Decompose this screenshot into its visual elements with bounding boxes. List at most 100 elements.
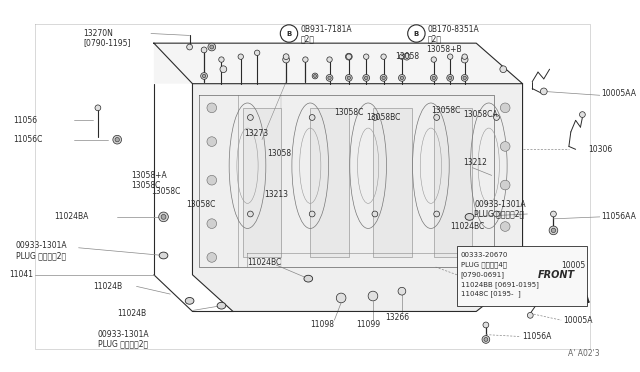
Circle shape [430,74,437,81]
Text: 10005: 10005 [561,261,586,270]
Polygon shape [154,43,522,84]
Text: 11024B: 11024B [93,282,122,291]
Text: 11024BC: 11024BC [450,222,484,231]
Text: 00933-1301A: 00933-1301A [16,241,67,250]
Text: 13058+A: 13058+A [132,171,168,180]
Circle shape [380,74,387,81]
Circle shape [187,44,193,50]
Text: 11098: 11098 [310,321,334,330]
Circle shape [283,56,289,63]
Text: 13273: 13273 [244,129,269,138]
Bar [373,108,412,257]
Text: A' A02'3: A' A02'3 [568,349,600,359]
Circle shape [327,57,332,62]
Circle shape [115,138,120,142]
Text: 11048C [0195-  ]: 11048C [0195- ] [461,291,520,298]
Text: 13058BC: 13058BC [366,113,401,122]
Ellipse shape [465,214,474,220]
Circle shape [399,74,405,81]
Circle shape [434,115,440,121]
Circle shape [549,226,558,235]
Circle shape [207,137,216,147]
Circle shape [482,336,490,343]
Text: 11056A: 11056A [522,332,552,341]
Polygon shape [154,84,522,311]
Text: [0790-1195]: [0790-1195] [83,38,131,47]
Circle shape [462,54,467,60]
Bar [310,108,349,257]
Circle shape [346,54,351,60]
Text: PLUG プラグ（2）: PLUG プラグ（2） [474,209,524,218]
Text: 0B931-7181A: 0B931-7181A [301,25,352,34]
Circle shape [461,56,468,63]
Circle shape [314,74,317,77]
Circle shape [210,45,214,49]
Text: 13058: 13058 [267,149,291,158]
Circle shape [500,180,510,190]
Text: 10306: 10306 [588,145,612,154]
Text: 00933-1301A: 00933-1301A [474,200,526,209]
Text: [0790-0691]: [0790-0691] [461,272,505,278]
Text: 13058C: 13058C [151,187,180,196]
Text: 11024BC: 11024BC [248,258,282,267]
Circle shape [484,337,488,341]
Bar [457,246,588,306]
Text: 00933-1301A: 00933-1301A [98,330,150,339]
Text: （2）: （2） [428,35,442,44]
Circle shape [159,212,168,222]
Circle shape [364,54,369,60]
Circle shape [431,57,436,62]
Circle shape [500,257,510,267]
Text: PLUG プラグ（4）: PLUG プラグ（4） [461,262,507,269]
Text: 11024BB [0691-0195]: 11024BB [0691-0195] [461,281,539,288]
Circle shape [493,115,499,121]
Circle shape [363,74,369,81]
Text: 10005A: 10005A [563,316,593,325]
Circle shape [365,76,368,80]
Circle shape [207,253,216,262]
Text: 13058C: 13058C [334,108,364,117]
Text: 11041: 11041 [9,270,33,279]
Circle shape [207,219,216,228]
Circle shape [207,175,216,185]
Circle shape [551,228,556,232]
Circle shape [303,57,308,62]
Circle shape [483,322,489,328]
Circle shape [202,74,205,78]
Bar [434,108,472,257]
Circle shape [336,293,346,303]
Circle shape [381,54,387,60]
Circle shape [238,54,243,60]
Circle shape [219,57,224,62]
Text: B: B [286,31,292,36]
Text: 13266: 13266 [385,313,410,322]
Text: 11056AA: 11056AA [602,212,637,221]
Circle shape [255,50,260,55]
Circle shape [447,74,454,81]
Circle shape [208,43,216,51]
Text: 13212: 13212 [463,158,486,167]
Circle shape [312,73,318,79]
Circle shape [432,76,435,80]
Circle shape [326,74,333,81]
Circle shape [403,53,410,60]
Text: 13058: 13058 [395,52,419,61]
Text: 11056C: 11056C [13,135,42,144]
Circle shape [463,76,467,80]
Circle shape [368,291,378,301]
Circle shape [201,47,207,53]
Circle shape [399,54,404,60]
Circle shape [113,135,122,144]
Ellipse shape [185,298,194,304]
Text: 13213: 13213 [264,190,288,199]
Circle shape [527,312,533,318]
Circle shape [372,211,378,217]
Ellipse shape [159,252,168,259]
Text: 11056: 11056 [13,116,37,125]
Text: 13270N: 13270N [83,29,113,38]
Circle shape [309,115,315,121]
Circle shape [447,54,453,60]
Text: 13058+B: 13058+B [426,45,461,54]
Circle shape [550,211,556,217]
Circle shape [500,222,510,231]
